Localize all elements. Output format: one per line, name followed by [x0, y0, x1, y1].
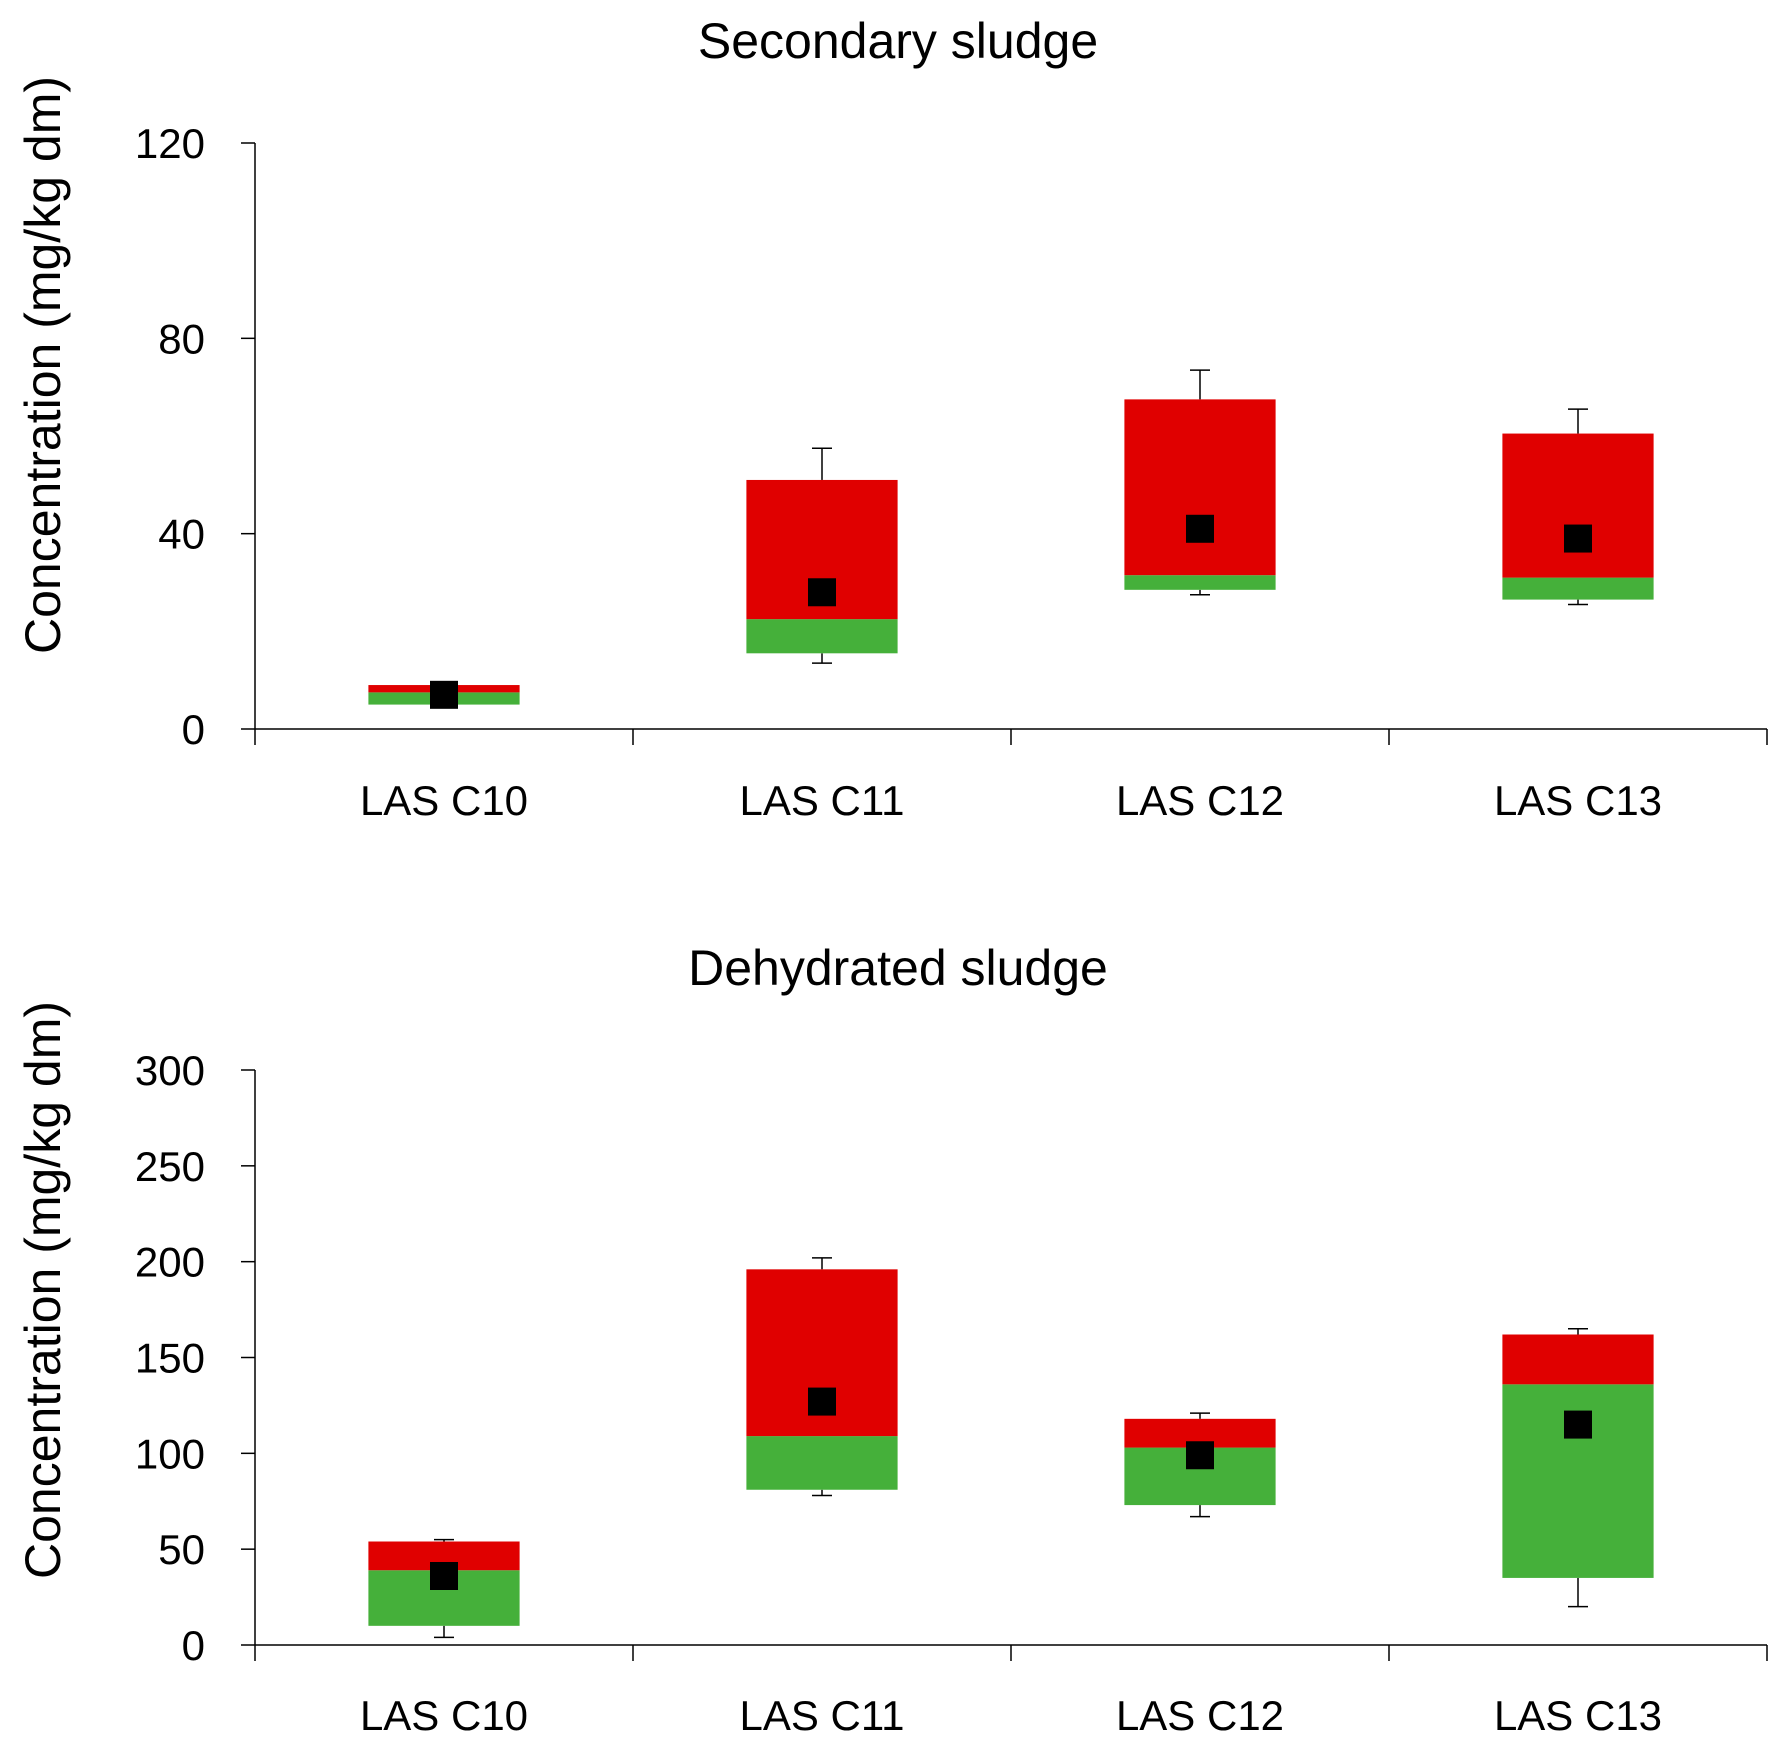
chart-title: Dehydrated sludge — [688, 940, 1108, 996]
mean-marker-las-c12 — [1186, 1441, 1214, 1470]
y-tick-label: 300 — [135, 1047, 205, 1094]
box-upper-las-c13 — [1502, 433, 1654, 578]
plot-area — [368, 1257, 1654, 1639]
x-tick-label: LAS C12 — [1116, 777, 1284, 824]
y-tick-label: 100 — [135, 1430, 205, 1477]
y-axis-label: Concentration (mg/kg dm) — [15, 1001, 71, 1579]
y-tick-label: 250 — [135, 1143, 205, 1190]
y-tick-labels: 0 50 100 150 200 250 300 — [135, 1047, 205, 1669]
box-lower-las-c13 — [1502, 577, 1654, 600]
mean-marker-las-c11 — [808, 578, 836, 607]
y-tick-label: 50 — [158, 1526, 205, 1573]
chart-title: Secondary sludge — [698, 13, 1098, 69]
box-lower-las-c11 — [746, 1436, 898, 1490]
mean-marker-las-c13 — [1564, 524, 1592, 553]
box-lower-las-c11 — [746, 619, 898, 654]
axes — [241, 142, 1768, 745]
y-axis-label: Concentration (mg/kg dm) — [15, 76, 71, 654]
y-tick-label: 150 — [135, 1335, 205, 1382]
mean-marker-las-c13 — [1564, 1410, 1592, 1439]
x-tick-label: LAS C10 — [360, 1692, 528, 1739]
x-tick-label: LAS C11 — [740, 1692, 905, 1739]
plot-area — [368, 369, 1654, 709]
y-tick-label: 0 — [182, 1622, 205, 1669]
mean-marker-las-c11 — [808, 1387, 836, 1416]
y-tick-label: 0 — [182, 706, 205, 753]
x-tick-labels: LAS C10 LAS C11 LAS C12 LAS C13 — [360, 1692, 1662, 1739]
y-tick-label: 40 — [158, 511, 205, 558]
panel-dehydrated-sludge: Dehydrated sludge Concentration (mg/kg d… — [15, 940, 1768, 1739]
y-tick-label: 200 — [135, 1239, 205, 1286]
mean-marker-las-c10 — [430, 1562, 458, 1590]
panel-secondary-sludge: Secondary sludge Concentration (mg/kg dm… — [15, 13, 1768, 824]
x-tick-label: LAS C13 — [1494, 1692, 1662, 1739]
y-tick-labels: 0 40 80 120 — [135, 120, 205, 753]
x-tick-label: LAS C11 — [740, 777, 905, 824]
mean-marker-las-c12 — [1186, 514, 1214, 543]
mean-marker-las-c10 — [430, 680, 458, 709]
axes — [241, 1069, 1768, 1661]
box-upper-las-c13 — [1502, 1334, 1654, 1385]
x-tick-label: LAS C10 — [360, 777, 528, 824]
x-tick-labels: LAS C10 LAS C11 LAS C12 LAS C13 — [360, 777, 1662, 824]
box-lower-las-c12 — [1124, 575, 1276, 590]
y-tick-label: 80 — [158, 315, 205, 362]
box-upper-las-c12 — [1124, 399, 1276, 576]
y-tick-label: 120 — [135, 120, 205, 167]
x-tick-label: LAS C12 — [1116, 1692, 1284, 1739]
x-tick-label: LAS C13 — [1494, 777, 1662, 824]
